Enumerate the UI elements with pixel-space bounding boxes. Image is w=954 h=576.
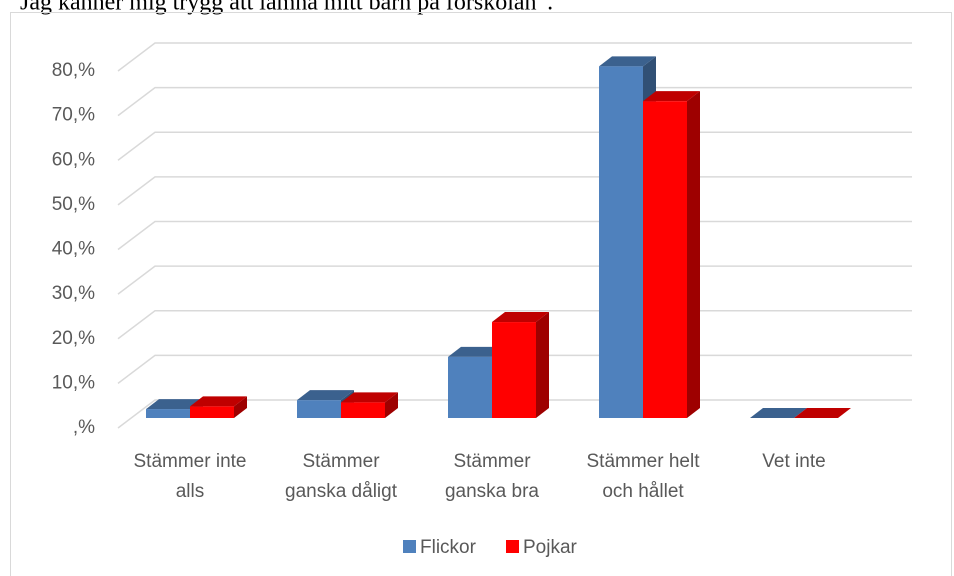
- y-tick-label: 40,%: [52, 239, 95, 260]
- grid-line: [117, 265, 912, 295]
- y-tick-label: 10,%: [52, 372, 95, 393]
- chart-title: Jag känner mig trygg att lämna mitt barn…: [20, 0, 553, 16]
- bar: [750, 408, 807, 418]
- bar: [643, 91, 700, 418]
- x-tick-label: Stämmer: [453, 451, 531, 472]
- bar: [794, 408, 851, 418]
- x-tick-label: alls: [176, 481, 205, 502]
- y-tick-label: 30,%: [52, 283, 95, 304]
- bar: [341, 392, 398, 418]
- legend-swatch: [403, 540, 416, 553]
- y-tick-label: 60,%: [52, 149, 95, 170]
- bar-side: [536, 312, 549, 418]
- bar-front: [190, 406, 234, 418]
- x-tick-label: Stämmer helt: [587, 451, 701, 472]
- bar-top: [599, 56, 656, 67]
- grid-line: [117, 131, 912, 161]
- bar-front: [448, 356, 492, 418]
- x-tick-label: och hållet: [602, 481, 684, 502]
- bar-front: [643, 101, 687, 418]
- bar-top: [448, 346, 505, 357]
- bar-top: [146, 399, 203, 410]
- bar-top: [341, 392, 398, 403]
- x-tick-label: ganska bra: [445, 481, 539, 502]
- x-tick-label: Stämmer inte: [134, 451, 247, 472]
- bar-front: [341, 402, 385, 418]
- bar-side: [385, 392, 398, 418]
- bar: [190, 396, 247, 418]
- bar-front: [599, 66, 643, 418]
- grid-line: [117, 42, 912, 72]
- x-tick-label: ganska dåligt: [285, 481, 398, 502]
- bar-top: [794, 408, 851, 418]
- x-tick-label: Stämmer: [302, 451, 380, 472]
- y-tick-label: ,%: [73, 417, 95, 438]
- chart-border: [10, 12, 952, 576]
- y-tick-label: 80,%: [52, 60, 95, 81]
- bar-front: [492, 322, 536, 418]
- grid-line: [117, 176, 912, 206]
- bar: [492, 312, 549, 418]
- x-tick-label: Vet inte: [762, 451, 825, 472]
- bar-top: [750, 408, 807, 418]
- grid-line: [117, 86, 912, 117]
- legend-label: Flickor: [420, 537, 477, 558]
- y-tick-label: 50,%: [52, 194, 95, 215]
- bar-front: [146, 409, 190, 418]
- bar-side: [234, 396, 247, 418]
- y-tick-label: 70,%: [52, 105, 95, 126]
- grid-line: [117, 220, 912, 251]
- bar-top: [190, 396, 247, 407]
- bar-front: [297, 400, 341, 418]
- bar-top: [643, 91, 700, 102]
- legend-label: Pojkar: [523, 537, 578, 558]
- bar-top: [492, 312, 549, 323]
- bar-top: [297, 390, 354, 401]
- legend-swatch: [506, 540, 519, 553]
- bar-side: [687, 91, 700, 418]
- y-tick-label: 20,%: [52, 328, 95, 349]
